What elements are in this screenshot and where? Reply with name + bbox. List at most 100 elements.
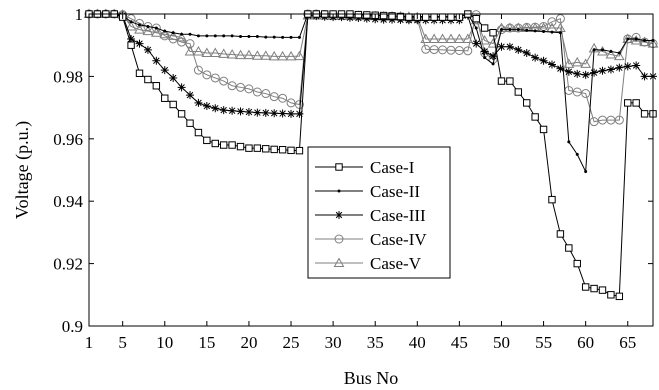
data-point (143, 45, 152, 54)
x-tick-label: 60 (577, 333, 594, 352)
data-point (253, 144, 262, 152)
data-point (462, 33, 474, 43)
data-point (580, 58, 592, 68)
data-point (160, 66, 169, 75)
data-point (572, 87, 582, 97)
data-point (626, 37, 630, 41)
data-point (213, 34, 217, 38)
data-point (563, 58, 575, 68)
data-point (261, 89, 271, 99)
legend-label: Case-III (370, 206, 426, 225)
data-point (219, 141, 228, 149)
legend-marker (335, 163, 343, 171)
x-tick-label: 10 (156, 333, 173, 352)
data-point (479, 35, 490, 45)
data-point (345, 13, 354, 22)
data-point (272, 35, 276, 39)
data-point (438, 13, 447, 21)
x-tick-label: 45 (451, 333, 468, 352)
data-point (253, 108, 262, 117)
data-point (295, 146, 304, 155)
data-point (127, 41, 135, 49)
data-point (542, 29, 546, 33)
data-point (151, 23, 161, 33)
data-point (297, 35, 301, 39)
legend-label: Case-II (370, 182, 420, 201)
legend: Case-I Case-II Case-III Case-IV Case-V (307, 146, 451, 279)
data-point (505, 42, 514, 51)
data-point (428, 33, 440, 43)
data-point (506, 77, 514, 85)
data-point (573, 259, 581, 268)
data-point (202, 102, 211, 111)
data-point (592, 48, 596, 52)
y-tick-label: 0.9 (62, 317, 83, 336)
data-point (146, 24, 150, 28)
ticks-layer: 1 5 10 15 20 25 30 35 40 45 50 55 60 650.90.920.940.9… (53, 5, 653, 352)
data-point (590, 284, 598, 293)
data-point (514, 45, 523, 54)
data-point (643, 39, 647, 43)
data-point (558, 31, 562, 35)
data-point (565, 244, 573, 252)
data-point (287, 146, 295, 155)
x-tick-label: 25 (283, 333, 300, 352)
data-point (508, 28, 512, 32)
x-tick-label: 1 (85, 333, 94, 352)
data-point (281, 35, 285, 39)
legend-marker (334, 234, 344, 244)
data-point (597, 45, 608, 56)
data-point (598, 286, 607, 294)
data-point (632, 61, 641, 70)
data-point (609, 49, 613, 53)
data-point (193, 65, 203, 75)
data-point (564, 67, 573, 76)
data-point (227, 81, 237, 91)
data-point (169, 73, 178, 82)
legend-label: Case-IV (370, 230, 427, 249)
data-point (640, 110, 649, 118)
data-point (472, 39, 481, 48)
data-point (211, 104, 220, 113)
data-point (472, 14, 480, 23)
data-point (539, 56, 548, 65)
data-point (245, 144, 253, 152)
data-point (420, 33, 432, 43)
x-tick-label: 20 (240, 333, 257, 352)
data-point (235, 49, 246, 60)
y-tick-label: 0.96 (53, 130, 83, 149)
data-point (531, 113, 539, 121)
data-point (228, 141, 236, 149)
y-axis-label: Voltage (p.u.) (12, 121, 33, 219)
data-point (567, 140, 571, 144)
data-point (287, 109, 296, 118)
data-point (180, 32, 184, 36)
data-point (268, 50, 280, 61)
data-point (188, 32, 192, 36)
data-point (185, 39, 195, 49)
data-point (152, 56, 161, 65)
data-point (615, 63, 624, 72)
data-point (617, 51, 621, 55)
data-point (489, 29, 497, 37)
data-point (150, 27, 162, 37)
data-point (243, 49, 255, 60)
data-point (624, 99, 632, 107)
data-point (362, 14, 371, 23)
data-point (219, 106, 228, 115)
data-point (491, 62, 495, 66)
data-point (138, 23, 142, 27)
legend-item: Case-IV (315, 230, 427, 249)
data-point (218, 48, 230, 58)
data-point (277, 50, 288, 61)
data-point (581, 89, 591, 99)
data-point (171, 31, 175, 35)
legend-marker (335, 211, 343, 219)
x-tick-label: 65 (619, 333, 636, 352)
x-tick-label: 55 (535, 333, 552, 352)
data-point (270, 109, 279, 118)
data-point (463, 46, 473, 56)
data-point (422, 13, 430, 21)
data-point (169, 100, 177, 109)
data-point (634, 37, 638, 41)
